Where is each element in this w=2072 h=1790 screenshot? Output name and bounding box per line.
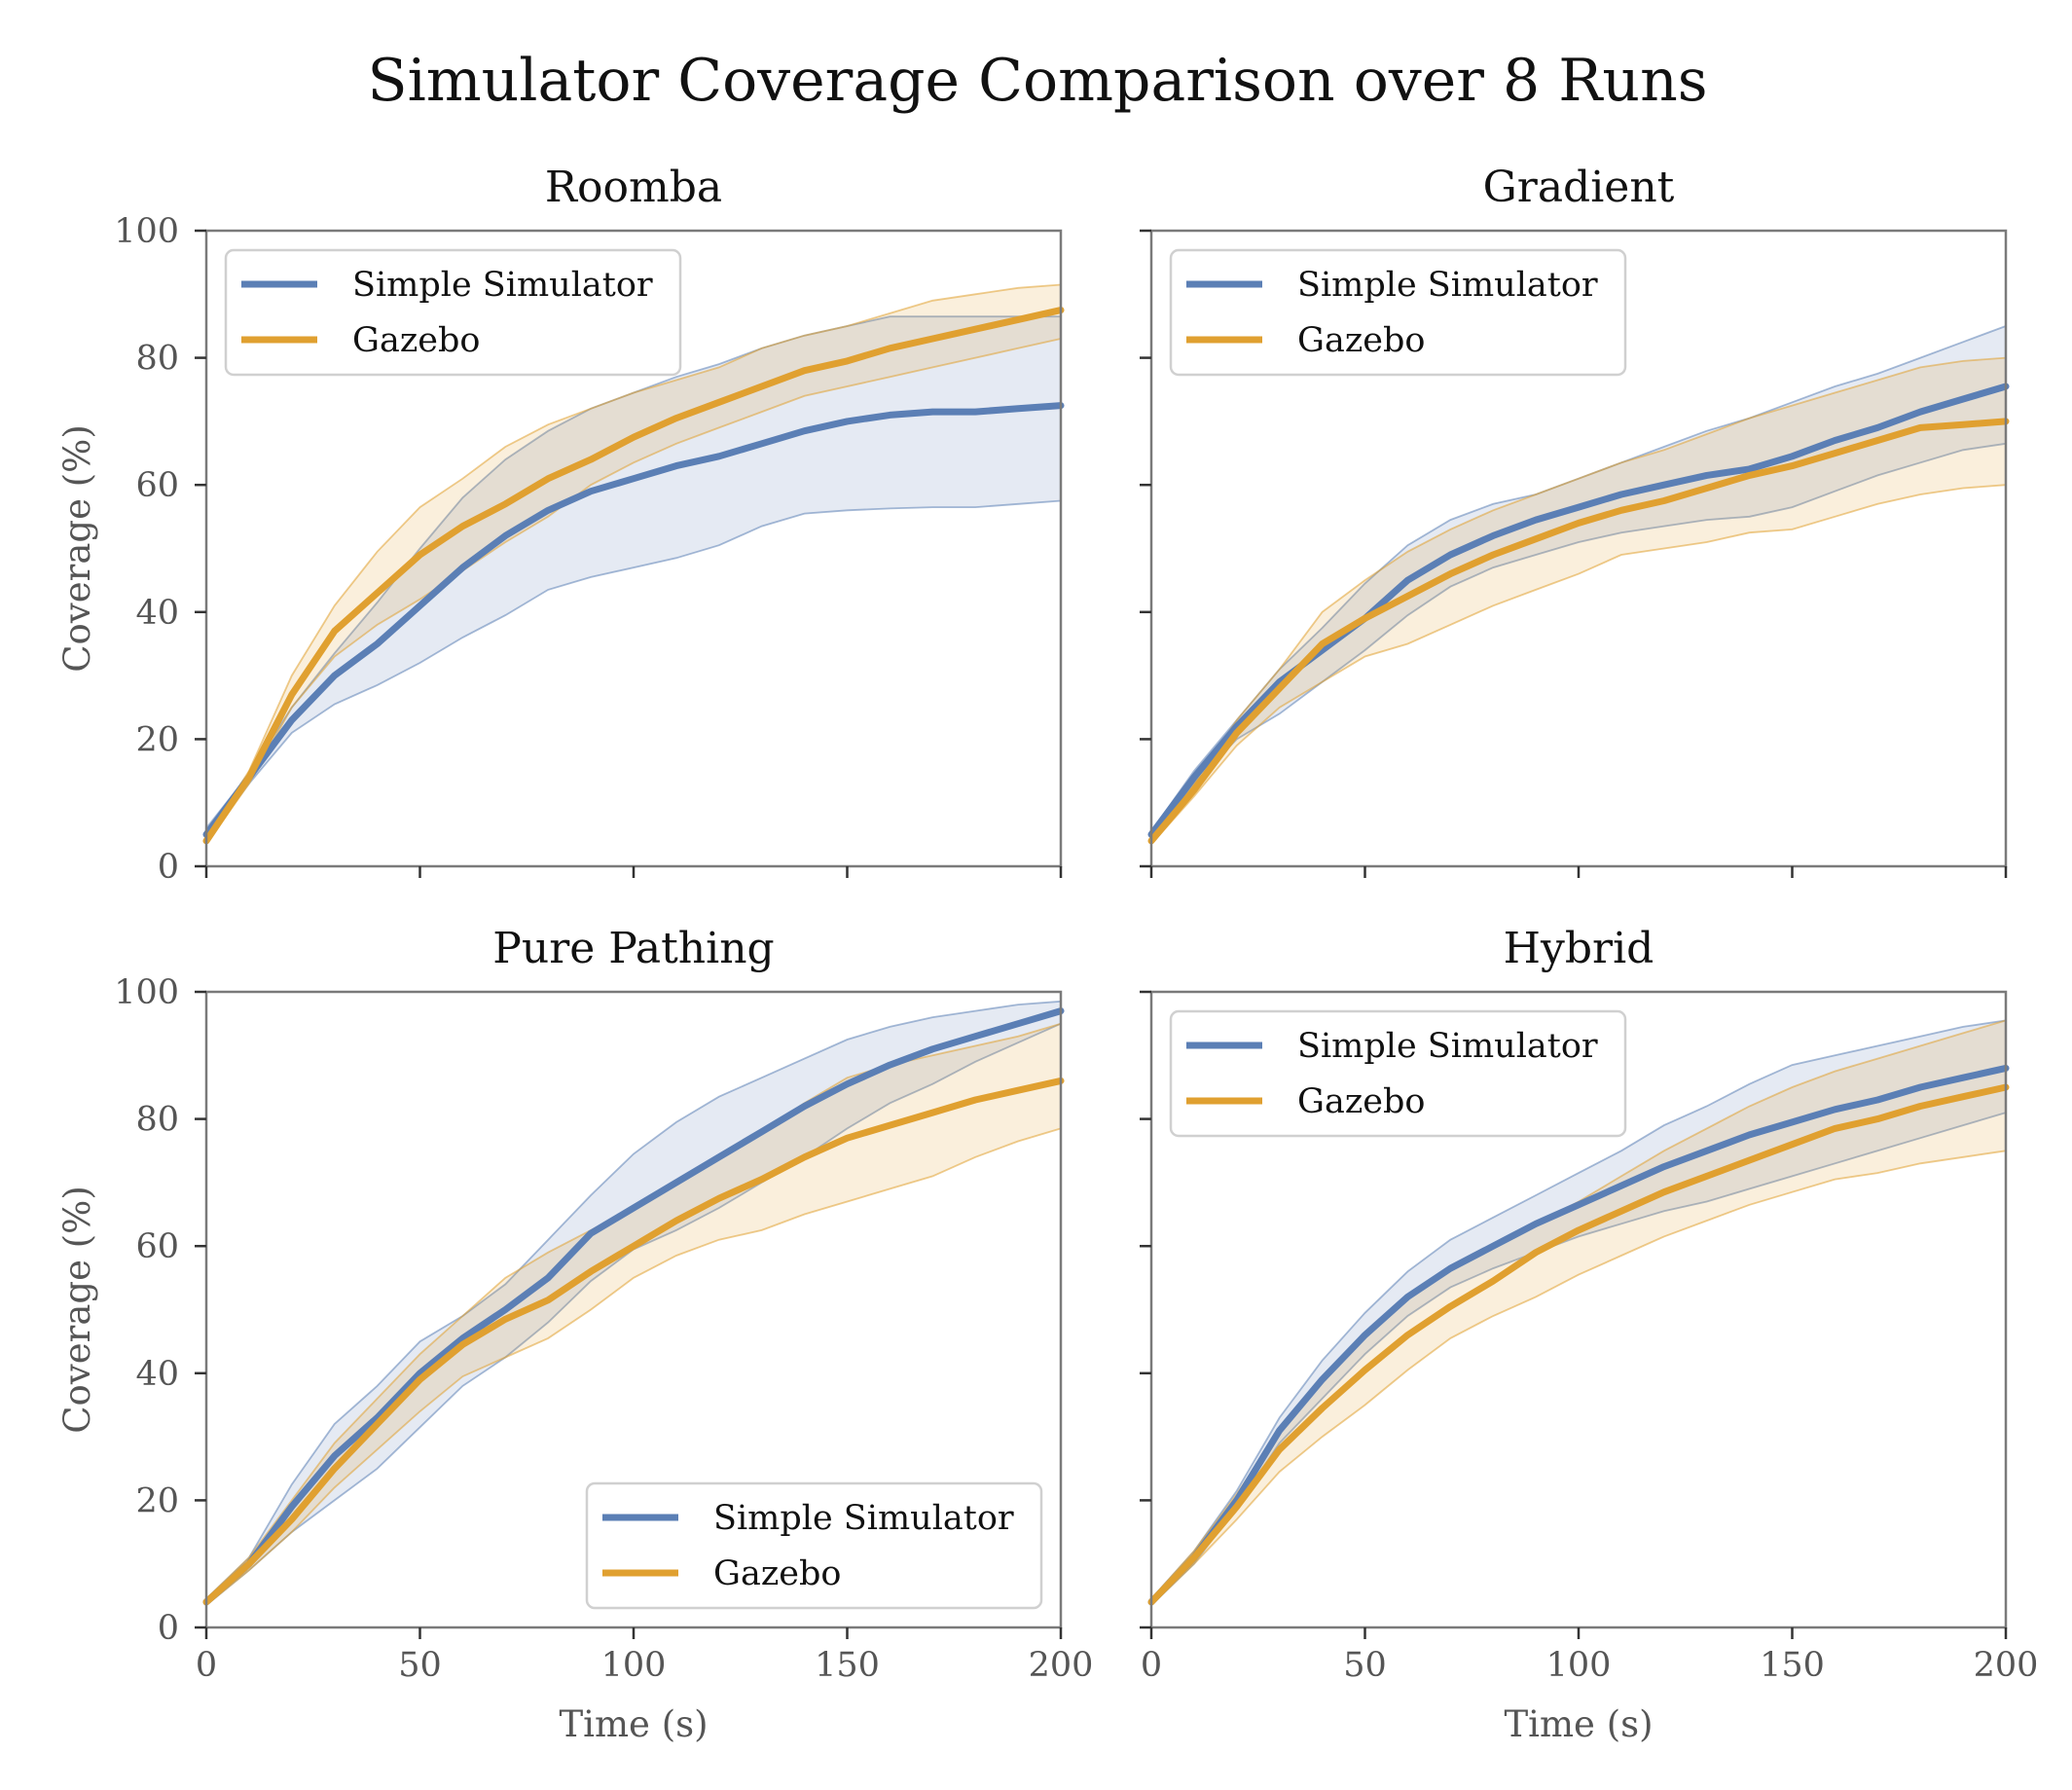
x-tick-label: 150: [815, 1646, 880, 1685]
x-tick-label: 50: [1343, 1646, 1387, 1685]
band-upper-edge: [205, 1000, 1062, 1600]
y-axis-label: Coverage (%): [56, 1186, 98, 1434]
y-tick-label: 100: [114, 212, 179, 251]
y-tick-label: 80: [135, 340, 179, 379]
legend: Simple Simulator Gazebo: [1169, 248, 1627, 377]
legend-label: Gazebo: [1297, 321, 1425, 360]
y-tick-label: 0: [158, 848, 179, 887]
band-lower-edge: [1150, 442, 2007, 839]
y-tick-label: 20: [135, 720, 179, 759]
band-gazebo: [1151, 1020, 2006, 1606]
subplot-title: Pure Pathing: [492, 924, 774, 973]
series-line-gazebo: [1147, 418, 2010, 845]
y-tick-label: 60: [135, 466, 179, 505]
subplot-title: Gradient: [1483, 163, 1675, 212]
y-tick-label: 100: [114, 973, 179, 1012]
band-lower-edge: [205, 1127, 1062, 1606]
band-lower-edge: [1150, 484, 2007, 845]
subplot-hybrid: Hybrid 0 50 100 150 200 Time (s) Simple Simulat…: [1140, 924, 2038, 1745]
subplot-grid: Roomba 0 20 40 60 80 100 Coverage (%) Simple Sim…: [56, 163, 2038, 1745]
figure-title: Simulator Coverage Comparison over 8 Run…: [367, 47, 1707, 115]
legend-label: Gazebo: [1297, 1082, 1425, 1121]
y-tick-label: 0: [158, 1609, 179, 1648]
band-gazebo: [206, 1023, 1061, 1606]
subplot-title: Hybrid: [1504, 924, 1654, 973]
subplot-roomba: Roomba 0 20 40 60 80 100 Coverage (%) Simple Sim…: [56, 163, 1065, 887]
legend-box: [585, 1481, 1043, 1610]
legend-box: [1169, 1009, 1627, 1138]
band-gazebo: [206, 284, 1061, 845]
x-tick-label: 50: [398, 1646, 442, 1685]
legend: Simple Simulator Gazebo: [1169, 1009, 1627, 1138]
subplot-pure-pathing: Pure Pathing 0 50 100 150 200 0 20 40 60 80 100 Time…: [56, 924, 1093, 1745]
y-tick-label: 80: [135, 1101, 179, 1140]
band-simple-simulator: [206, 316, 1061, 841]
x-tick-label: 150: [1760, 1646, 1825, 1685]
legend-box: [1169, 248, 1627, 377]
y-tick-label: 40: [135, 1355, 179, 1394]
legend: Simple Simulator Gazebo: [585, 1481, 1043, 1610]
x-axis-label: Time (s): [1504, 1703, 1653, 1745]
x-axis-label: Time (s): [559, 1703, 708, 1745]
subplot-title: Roomba: [545, 163, 722, 212]
series-line-simple-simulator: [1147, 1064, 2010, 1606]
y-axis-label: Coverage (%): [56, 424, 98, 673]
band-lower-edge: [1150, 1150, 2007, 1606]
legend-box: [224, 248, 682, 377]
series-line-simple-simulator: [202, 402, 1065, 838]
band-upper-edge: [205, 283, 1062, 839]
x-tick-label: 100: [601, 1646, 667, 1685]
y-tick-label: 60: [135, 1227, 179, 1266]
legend-label: Gazebo: [713, 1554, 841, 1593]
legend: Simple Simulator Gazebo: [224, 248, 682, 377]
band-simple-simulator: [1151, 1020, 2006, 1606]
subplot-gradient: Gradient Simple Simulator Gazebo: [1140, 163, 2010, 878]
x-tick-label: 200: [1029, 1646, 1094, 1685]
series-line-simple-simulator: [202, 1007, 1065, 1606]
legend-label: Simple Simulator: [1297, 1027, 1598, 1066]
band-upper-edge: [1150, 1019, 2007, 1600]
legend-label: Simple Simulator: [1297, 266, 1598, 305]
series-line-gazebo: [202, 1077, 1065, 1606]
legend-label: Simple Simulator: [713, 1499, 1014, 1538]
x-tick-label: 100: [1546, 1646, 1612, 1685]
series-line-gazebo: [202, 307, 1065, 845]
legend-label: Gazebo: [352, 321, 480, 360]
y-tick-label: 40: [135, 594, 179, 633]
x-tick-label: 0: [1141, 1646, 1162, 1685]
x-tick-label: 200: [1974, 1646, 2039, 1685]
band-lower-edge: [1150, 1112, 2007, 1606]
band-upper-edge: [1150, 356, 2007, 839]
y-tick-label: 20: [135, 1481, 179, 1520]
band-lower-edge: [205, 338, 1062, 845]
band-gazebo: [1151, 357, 2006, 845]
legend-label: Simple Simulator: [352, 266, 653, 305]
series-line-gazebo: [1147, 1083, 2010, 1606]
band-lower-edge: [205, 499, 1062, 842]
x-tick-label: 0: [196, 1646, 217, 1685]
